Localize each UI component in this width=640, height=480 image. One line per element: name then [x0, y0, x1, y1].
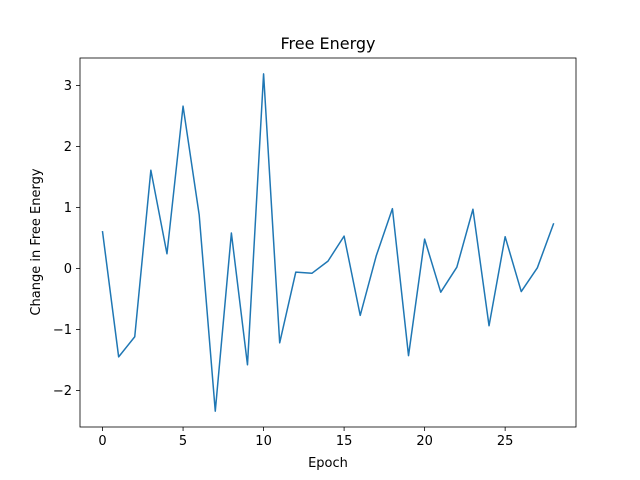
- x-tick-label: 25: [497, 434, 514, 449]
- y-tick-label: 2: [64, 140, 72, 155]
- y-tick-label: −2: [53, 384, 72, 399]
- y-tick-label: 0: [64, 262, 72, 277]
- x-tick-label: 5: [179, 434, 187, 449]
- x-tick-label: 20: [416, 434, 433, 449]
- axes: 0 5 10 15 20 25 −2 −1 0 1 2 3: [53, 57, 577, 449]
- x-tick-label: 0: [98, 434, 106, 449]
- y-tick-label: −1: [53, 323, 72, 338]
- y-tick-label: 1: [64, 201, 72, 216]
- plot-frame: [79, 57, 577, 428]
- y-axis-label: Change in Free Energy: [29, 168, 44, 315]
- x-tick-label: 10: [255, 434, 272, 449]
- y-tick-label: 3: [64, 79, 72, 94]
- x-tick-label: 15: [336, 434, 353, 449]
- chart-title: Free Energy: [280, 34, 375, 53]
- x-axis-label: Epoch: [308, 456, 348, 471]
